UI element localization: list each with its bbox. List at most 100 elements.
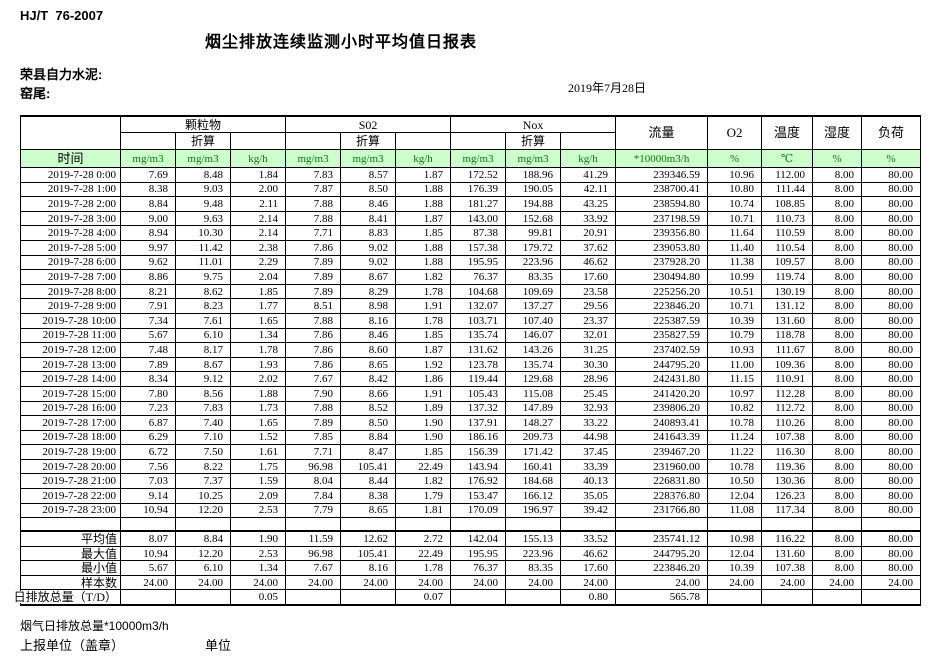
time-cell: 2019-7-28 11:00 <box>20 327 121 344</box>
page-title: 烟尘排放连续监测小时平均值日报表 <box>205 34 478 51</box>
value-cell: 7.23 <box>120 400 176 417</box>
value-cell: 119.44 <box>450 371 507 387</box>
time-cell: 2019-7-28 10:00 <box>20 312 121 329</box>
value-cell: 8.98 <box>340 298 397 314</box>
value-cell: 7.89 <box>285 283 342 300</box>
value-cell: 22.49 <box>395 458 452 475</box>
time-cell: 2019-7-28 23:00 <box>20 502 121 519</box>
value-cell: 188.96 <box>505 167 562 183</box>
blank-cell <box>285 517 342 532</box>
value-cell: 11.22 <box>707 444 763 460</box>
value-cell: 7.40 <box>175 415 231 431</box>
summary-row: 日排放总量（T/D） 0.05 0.07 0.80 565.78 <box>13 589 922 606</box>
value-cell: 148.27 <box>505 415 562 431</box>
table-row: 2019-7-28 13:00 7.89 8.67 1.93 7.86 8.65 1.92 1… <box>20 356 922 373</box>
summary-value-cell: 8.00 <box>812 560 863 576</box>
time-cell: 2019-7-28 2:00 <box>20 196 121 212</box>
value-cell: 146.07 <box>505 327 562 344</box>
value-cell: 8.46 <box>340 196 397 212</box>
value-cell: 11.64 <box>707 225 763 241</box>
value-cell: 137.91 <box>450 415 507 431</box>
value-cell: 37.62 <box>560 239 617 256</box>
value-cell: 132.07 <box>450 298 507 314</box>
value-cell: 7.34 <box>120 312 176 329</box>
value-cell: 6.29 <box>120 429 176 446</box>
value-cell: 10.80 <box>707 181 763 198</box>
value-cell: 110.26 <box>761 415 814 431</box>
value-cell: 7.80 <box>120 385 176 402</box>
table-row: 2019-7-28 2:00 8.84 9.48 2.11 7.88 8.46 1.88 18… <box>20 196 922 212</box>
value-cell: 123.78 <box>450 356 507 373</box>
unit-header-cell: mg/m3 <box>120 149 176 168</box>
summary-value-cell: 24.00 <box>285 574 342 591</box>
value-cell: 7.61 <box>175 312 231 329</box>
value-cell: 9.00 <box>120 210 176 227</box>
summary-value-cell: 0.07 <box>395 589 452 606</box>
table-row: 2019-7-28 7:00 8.86 9.75 2.04 7.89 8.67 1.82 76… <box>20 269 922 285</box>
value-cell: 129.68 <box>505 371 562 387</box>
value-cell: 8.21 <box>120 283 176 300</box>
blank-cell <box>229 517 287 532</box>
summary-value-cell <box>340 589 397 606</box>
value-cell: 9.14 <box>120 488 176 504</box>
converted-label-cell: 折算 <box>505 132 562 150</box>
value-cell: 80.00 <box>861 225 922 241</box>
value-cell: 8.38 <box>340 488 397 504</box>
unit-header-cell: % <box>707 149 763 168</box>
value-cell: 1.85 <box>395 225 452 241</box>
value-cell: 2.11 <box>229 196 287 212</box>
summary-value-cell: 24.00 <box>505 574 562 591</box>
value-cell: 41.29 <box>560 167 617 183</box>
value-cell: 6.72 <box>120 444 176 460</box>
unit-header-cell: mg/m3 <box>175 149 231 168</box>
summary-value-cell: 10.98 <box>707 530 763 547</box>
value-cell: 7.71 <box>285 225 342 241</box>
value-cell: 11.42 <box>175 239 231 256</box>
blank-cell <box>20 517 121 532</box>
value-cell: 46.62 <box>560 254 617 271</box>
value-cell: 10.50 <box>707 473 763 490</box>
summary-value-cell: 0.80 <box>560 589 617 606</box>
time-cell: 2019-7-28 14:00 <box>20 371 121 387</box>
value-cell: 80.00 <box>861 283 922 300</box>
value-cell: 9.02 <box>340 239 397 256</box>
summary-value-cell: 6.10 <box>175 560 231 576</box>
value-cell: 241643.39 <box>615 429 709 446</box>
value-cell: 1.91 <box>395 298 452 314</box>
value-cell: 239053.80 <box>615 239 709 256</box>
header-unit-row: 时间 mg/m3 mg/m3 kg/h mg/m3 mg/m3 kg/h mg/m3 mg/m3… <box>20 149 922 168</box>
summary-value-cell: 24.00 <box>450 574 507 591</box>
value-cell: 109.36 <box>761 356 814 373</box>
summary-value-cell: 12.20 <box>175 545 231 562</box>
summary-value-cell: 2.72 <box>395 530 452 547</box>
value-cell: 11.38 <box>707 254 763 271</box>
value-cell: 7.88 <box>285 400 342 417</box>
value-cell: 8.04 <box>285 473 342 490</box>
value-cell: 1.75 <box>229 458 287 475</box>
summary-label-cell: 日排放总量（T/D） <box>13 589 121 606</box>
value-cell: 10.39 <box>707 312 763 329</box>
footer-reporting-unit-label: 上报单位（盖章） <box>20 638 125 653</box>
table-row: 2019-7-28 15:00 7.80 8.56 1.88 7.90 8.66 1.91 1… <box>20 385 922 402</box>
value-cell: 80.00 <box>861 502 922 519</box>
value-cell: 80.00 <box>861 429 922 446</box>
summary-value-cell: 24.00 <box>707 574 763 591</box>
value-cell: 112.00 <box>761 167 814 183</box>
value-cell: 40.13 <box>560 473 617 490</box>
value-cell: 96.98 <box>285 458 342 475</box>
value-cell: 9.62 <box>120 254 176 271</box>
table-row: 2019-7-28 8:00 8.21 8.62 1.85 7.89 8.29 1.78 10… <box>20 283 922 300</box>
table-row: 2019-7-28 1:00 8.38 9.03 2.00 7.87 8.50 1.88 17… <box>20 181 922 198</box>
value-cell: 10.51 <box>707 283 763 300</box>
value-cell: 1.59 <box>229 473 287 490</box>
value-cell: 8.29 <box>340 283 397 300</box>
value-cell: 209.73 <box>505 429 562 446</box>
summary-value-cell <box>505 589 562 606</box>
value-cell: 195.95 <box>450 254 507 271</box>
value-cell: 143.94 <box>450 458 507 475</box>
table-row: 2019-7-28 22:00 9.14 10.25 2.09 7.84 8.38 1.79… <box>20 488 922 504</box>
value-cell: 7.56 <box>120 458 176 475</box>
unit-header-cell: mg/m3 <box>450 149 507 168</box>
value-cell: 105.41 <box>340 458 397 475</box>
value-cell: 1.65 <box>229 312 287 329</box>
